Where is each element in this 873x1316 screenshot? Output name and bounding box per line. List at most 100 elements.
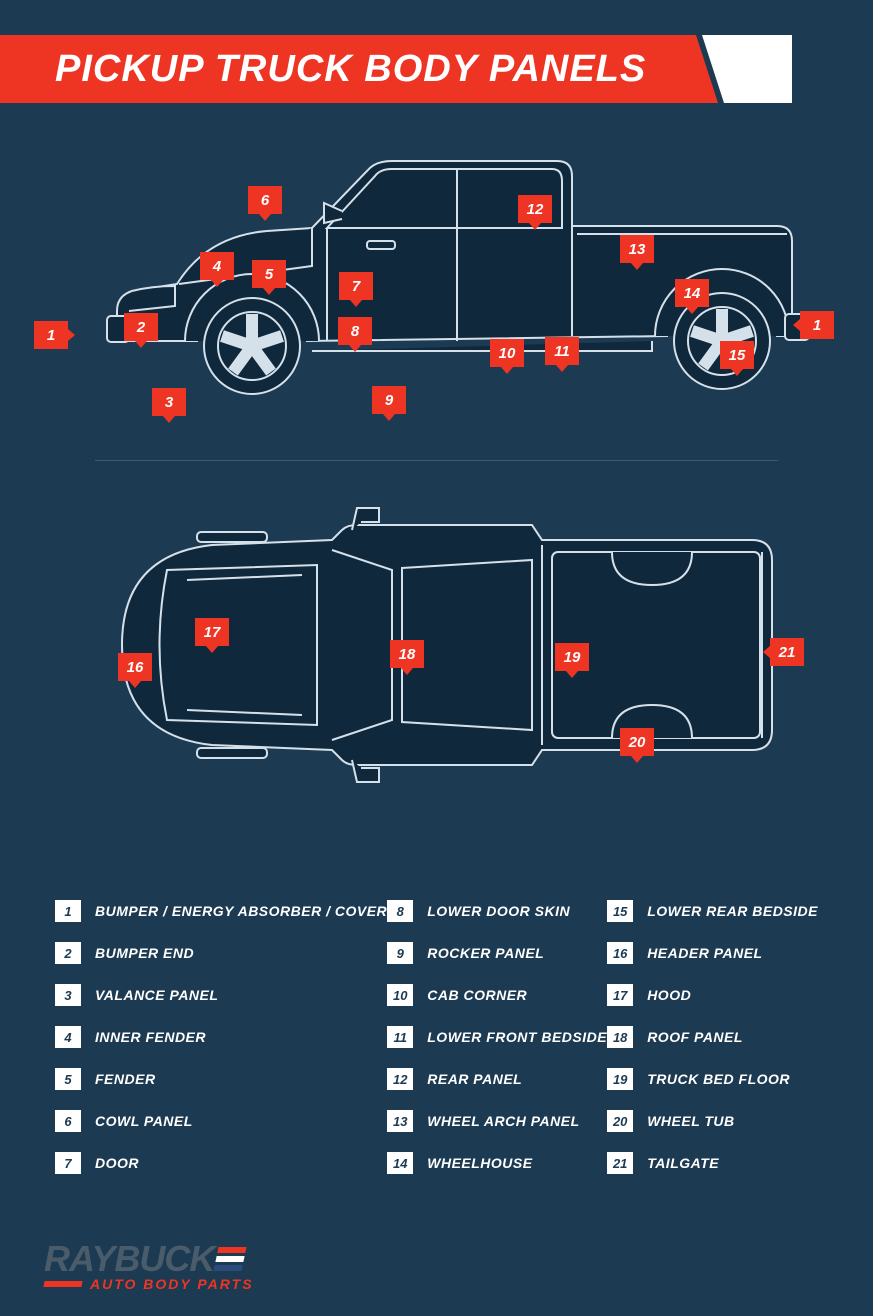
callout-number: 4 [213,258,221,275]
legend-column: 15 LOWER REAR BEDSIDE 16 HEADER PANEL 17 HOOD… [607,900,818,1174]
callout-number: 3 [165,394,173,411]
legend-number: 11 [387,1026,413,1048]
callout-number: 8 [351,323,359,340]
callout-8: 8 [338,317,372,345]
callout-number: 15 [729,347,746,364]
legend-item: 16 HEADER PANEL [607,942,818,964]
legend-item: 18 ROOF PANEL [607,1026,818,1048]
callout-18: 18 [390,640,424,668]
legend-label: WHEELHOUSE [427,1155,532,1171]
callout-number: 5 [265,266,273,283]
callout-16: 16 [118,653,152,681]
legend-item: 4INNER FENDER [55,1026,387,1048]
legend-label: BUMPER / ENERGY ABSORBER / COVER [95,903,387,919]
callout-number: 20 [629,734,646,751]
logo-brand: RAYBUCK [44,1238,254,1280]
callout-number: 18 [399,646,416,663]
legend-number: 18 [607,1026,633,1048]
legend-number: 19 [607,1068,633,1090]
legend-label: WHEEL ARCH PANEL [427,1113,579,1129]
legend-item: 14WHEELHOUSE [387,1152,607,1174]
legend-label: HOOD [647,987,691,1003]
top-view-diagram: 16 17 18 19 20 21 [0,490,873,840]
legend-column: 8LOWER DOOR SKIN 9 ROCKER PANEL 10CAB CORNE… [387,900,607,1174]
callout-5: 5 [252,260,286,288]
legend-number: 6 [55,1110,81,1132]
legend-number: 10 [387,984,413,1006]
legend-item: 20WHEEL TUB [607,1110,818,1132]
truck-side-icon [57,136,817,416]
callout-6: 6 [248,186,282,214]
legend-item: 17 HOOD [607,984,818,1006]
legend-number: 3 [55,984,81,1006]
callout-17: 17 [195,618,229,646]
legend-label: VALANCE PANEL [95,987,218,1003]
legend-item: 15 LOWER REAR BEDSIDE [607,900,818,922]
brand-logo: RAYBUCK AUTO BODY PARTS [44,1238,254,1292]
callout-11: 11 [545,337,579,365]
logo-stripes-icon [214,1247,247,1271]
callout-number: 9 [385,392,393,409]
legend-number: 21 [607,1152,633,1174]
logo-sub-text: AUTO BODY PARTS [90,1276,254,1292]
legend-label: ROOF PANEL [647,1029,743,1045]
callout-7: 7 [339,272,373,300]
callout-14: 14 [675,279,709,307]
legend-label: WHEEL TUB [647,1113,734,1129]
callout-13: 13 [620,235,654,263]
logo-brand-text: RAYBUCK [44,1238,214,1280]
callout-number: 17 [204,624,221,641]
callout-9: 9 [372,386,406,414]
legend-item: 5FENDER [55,1068,387,1090]
legend-label: LOWER FRONT BEDSIDE [427,1029,607,1045]
callout-12: 12 [518,195,552,223]
legend-label: HEADER PANEL [647,945,762,961]
legend-label: COWL PANEL [95,1113,193,1129]
callout-number: 6 [261,192,269,209]
legend-number: 16 [607,942,633,964]
legend: 1BUMPER / ENERGY ABSORBER / COVER2BUMPER… [55,900,818,1174]
callout-number: 14 [684,285,701,302]
legend-label: DOOR [95,1155,139,1171]
truck-top-icon [52,490,822,800]
legend-number: 9 [387,942,413,964]
legend-label: LOWER REAR BEDSIDE [647,903,818,919]
legend-item: 8LOWER DOOR SKIN [387,900,607,922]
callout-number: 1 [47,327,55,344]
callout-21: 21 [770,638,804,666]
callout-number: 11 [554,343,570,360]
callout-10: 10 [490,339,524,367]
legend-label: ROCKER PANEL [427,945,544,961]
legend-number: 4 [55,1026,81,1048]
legend-number: 15 [607,900,633,922]
callout-number: 12 [527,201,544,218]
callout-number: 1 [813,317,821,334]
legend-item: 3 VALANCE PANEL [55,984,387,1006]
legend-item: 10CAB CORNER [387,984,607,1006]
callout-number: 7 [352,278,360,295]
legend-number: 13 [387,1110,413,1132]
callout-2: 2 [124,313,158,341]
callout-3: 3 [152,388,186,416]
callout-1: 1 [34,321,68,349]
legend-number: 12 [387,1068,413,1090]
legend-number: 17 [607,984,633,1006]
legend-item: 1BUMPER / ENERGY ABSORBER / COVER [55,900,387,922]
legend-label: REAR PANEL [427,1071,522,1087]
callout-number: 2 [137,319,145,336]
legend-label: TAILGATE [647,1155,719,1171]
callout-1: 1 [800,311,834,339]
title-tail [724,35,792,103]
title-banner: PICKUP TRUCK BODY PANELS [0,35,792,103]
callout-number: 19 [564,649,581,666]
legend-item: 21 TAILGATE [607,1152,818,1174]
side-view-diagram: 1234567891011121314151 [0,136,873,426]
legend-label: TRUCK BED FLOOR [647,1071,790,1087]
legend-number: 8 [387,900,413,922]
legend-label: BUMPER END [95,945,194,961]
callout-4: 4 [200,252,234,280]
legend-number: 7 [55,1152,81,1174]
callout-15: 15 [720,341,754,369]
legend-number: 5 [55,1068,81,1090]
legend-item: 9 ROCKER PANEL [387,942,607,964]
